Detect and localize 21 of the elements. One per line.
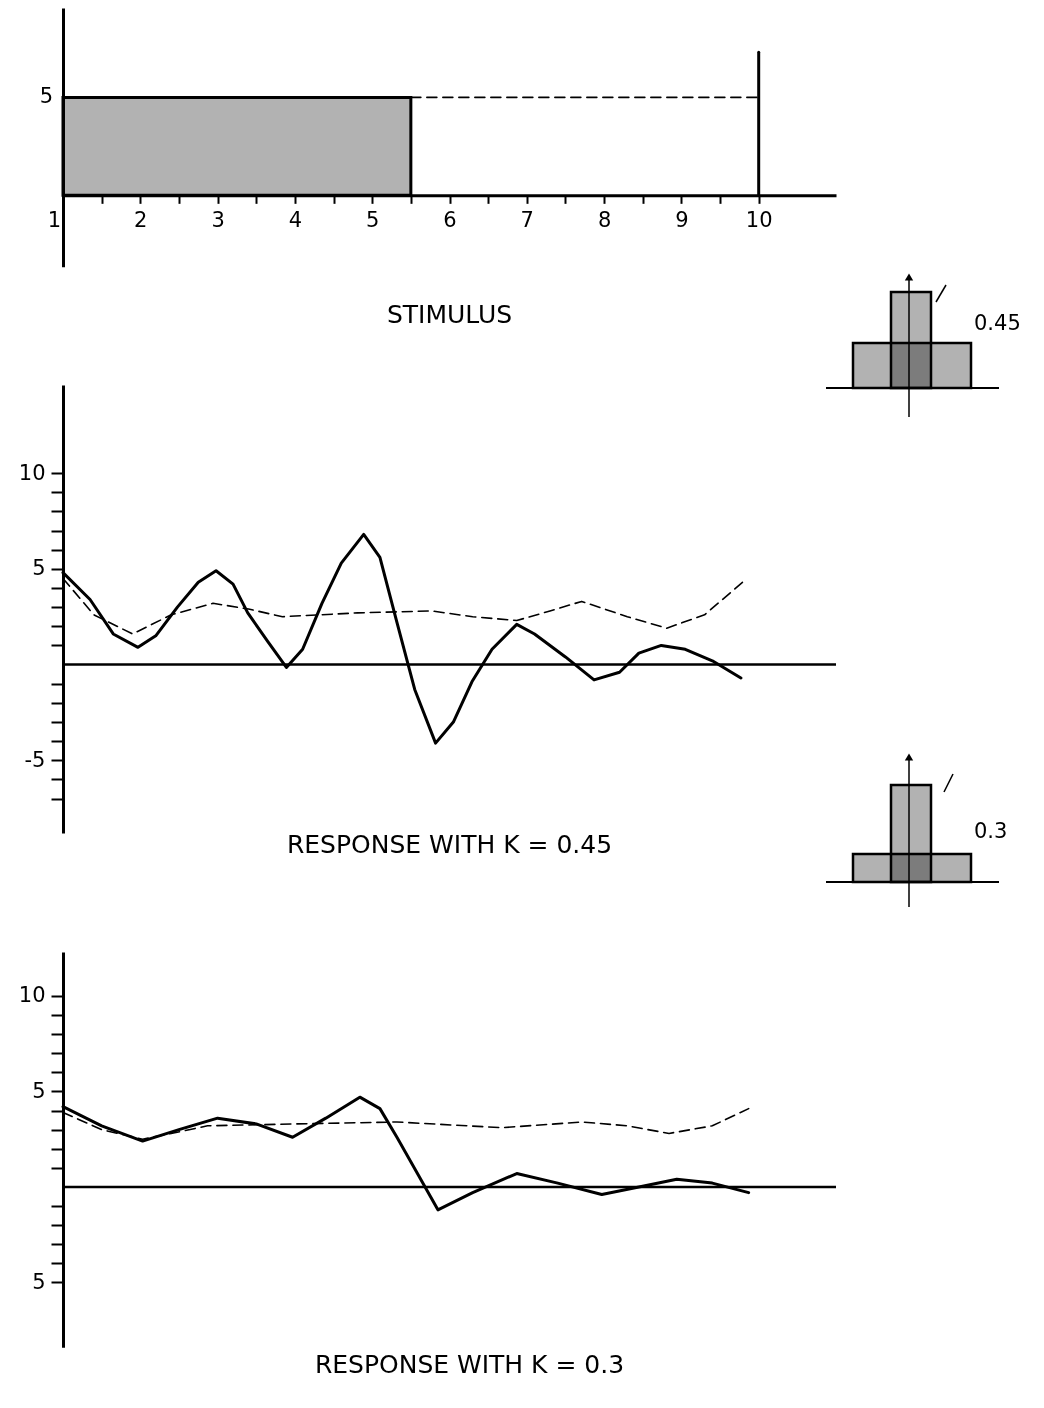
x-tick-label: 10 bbox=[745, 207, 773, 232]
text: RESPONSE WITH K = 0.45 bbox=[286, 830, 613, 860]
y-tick-label: 5 bbox=[32, 556, 46, 581]
x-tick-label: 9 bbox=[675, 207, 689, 232]
x-tick-label: 5 bbox=[366, 207, 380, 232]
x-tick-label: 6 bbox=[443, 207, 457, 232]
text: 0.3 bbox=[974, 819, 1008, 843]
y-tick-label: 5 bbox=[32, 1078, 46, 1103]
x-tick-label: 1 bbox=[47, 207, 62, 232]
x-tick-label: 8 bbox=[597, 207, 612, 232]
x-tick-label: 4 bbox=[288, 207, 303, 232]
text: STIMULUS bbox=[386, 299, 513, 329]
y-tick-label: 5 bbox=[32, 1269, 46, 1294]
y-tick-label: 10 bbox=[18, 983, 46, 1008]
y-tick-label: -5 bbox=[24, 747, 46, 772]
y-tick-label: 10 bbox=[18, 460, 46, 485]
x-tick-label: 7 bbox=[520, 207, 534, 232]
text: 0.45 bbox=[974, 311, 1021, 335]
text: RESPONSE WITH K = 0.3 bbox=[314, 1350, 625, 1380]
x-tick-label: 3 bbox=[211, 207, 225, 232]
x-tick-label: 2 bbox=[134, 207, 148, 232]
